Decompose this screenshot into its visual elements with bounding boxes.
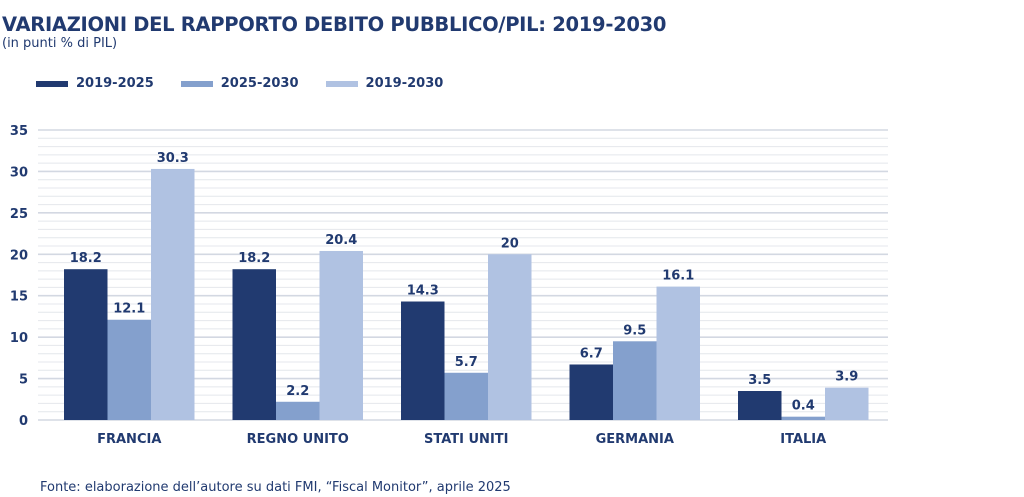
data-label: 3.9 bbox=[835, 370, 858, 385]
chart-subtitle: (in punti % di PIL) bbox=[2, 36, 118, 51]
legend-item-2019-2030: 2019-2030 bbox=[325, 76, 444, 91]
bar-2019-2025-francia bbox=[64, 269, 108, 420]
bar-2019-2025-germania bbox=[569, 364, 613, 420]
bar-2025-2030-regno-unito bbox=[276, 401, 320, 420]
bar-2025-2030-italia bbox=[781, 416, 825, 420]
bar-2019-2030-regno-unito bbox=[319, 250, 363, 420]
bar-2025-2030-germania bbox=[613, 341, 657, 420]
data-label: 20.4 bbox=[325, 233, 357, 248]
data-label: 0.4 bbox=[792, 399, 815, 414]
y-tick-label: 25 bbox=[10, 207, 28, 222]
data-label: 3.5 bbox=[748, 373, 771, 388]
legend-label: 2025-2030 bbox=[220, 76, 299, 91]
x-category-label: GERMANIA bbox=[596, 432, 674, 447]
y-tick-label: 15 bbox=[10, 290, 28, 305]
bar-2025-2030-stati-uniti bbox=[444, 372, 488, 420]
legend-swatch bbox=[180, 80, 213, 87]
y-tick-label: 30 bbox=[10, 165, 28, 180]
y-tick-label: 10 bbox=[10, 331, 28, 346]
data-label: 14.3 bbox=[407, 284, 439, 299]
legend-label: 2019-2030 bbox=[365, 76, 444, 91]
chart-title: VARIAZIONI DEL RAPPORTO DEBITO PUBBLICO/… bbox=[2, 13, 667, 36]
data-label: 9.5 bbox=[623, 323, 646, 338]
legend-item-2019-2025: 2019-2025 bbox=[36, 76, 154, 91]
legend-swatch bbox=[36, 80, 68, 87]
legend: 2019-2025 2025-2030 2019-2030 bbox=[36, 76, 470, 91]
y-tick-label: 5 bbox=[19, 373, 28, 388]
x-category-label: REGNO UNITO bbox=[247, 432, 349, 447]
data-label: 6.7 bbox=[580, 346, 603, 361]
x-category-label: ITALIA bbox=[780, 432, 826, 447]
bar-2019-2025-stati-uniti bbox=[401, 301, 445, 420]
x-category-label: FRANCIA bbox=[97, 432, 161, 447]
bar-2019-2030-germania bbox=[656, 286, 700, 420]
legend-swatch bbox=[325, 80, 358, 87]
y-tick-label: 35 bbox=[10, 124, 28, 139]
bar-2019-2025-regno-unito bbox=[232, 269, 276, 420]
data-label: 18.2 bbox=[70, 251, 102, 266]
x-category-label: STATI UNITI bbox=[424, 432, 508, 447]
data-label: 16.1 bbox=[662, 269, 694, 284]
bar-2019-2030-francia bbox=[151, 168, 195, 420]
data-label: 30.3 bbox=[157, 151, 189, 166]
bar-2025-2030-francia bbox=[107, 319, 151, 420]
data-label: 5.7 bbox=[455, 355, 478, 370]
legend-label: 2019-2025 bbox=[76, 76, 154, 91]
bar-2019-2030-stati-uniti bbox=[488, 254, 532, 420]
bar-2019-2030-italia bbox=[825, 387, 869, 420]
data-label: 2.2 bbox=[286, 384, 309, 399]
data-label: 18.2 bbox=[238, 251, 270, 266]
source-note: Fonte: elaborazione dell’autore su dati … bbox=[40, 480, 511, 495]
y-tick-label: 20 bbox=[10, 248, 28, 263]
legend-item-2025-2030: 2025-2030 bbox=[180, 76, 299, 91]
data-label: 12.1 bbox=[113, 302, 145, 317]
data-label: 20 bbox=[501, 236, 519, 251]
bar-2019-2025-italia bbox=[738, 391, 782, 420]
y-tick-label: 0 bbox=[19, 414, 28, 429]
